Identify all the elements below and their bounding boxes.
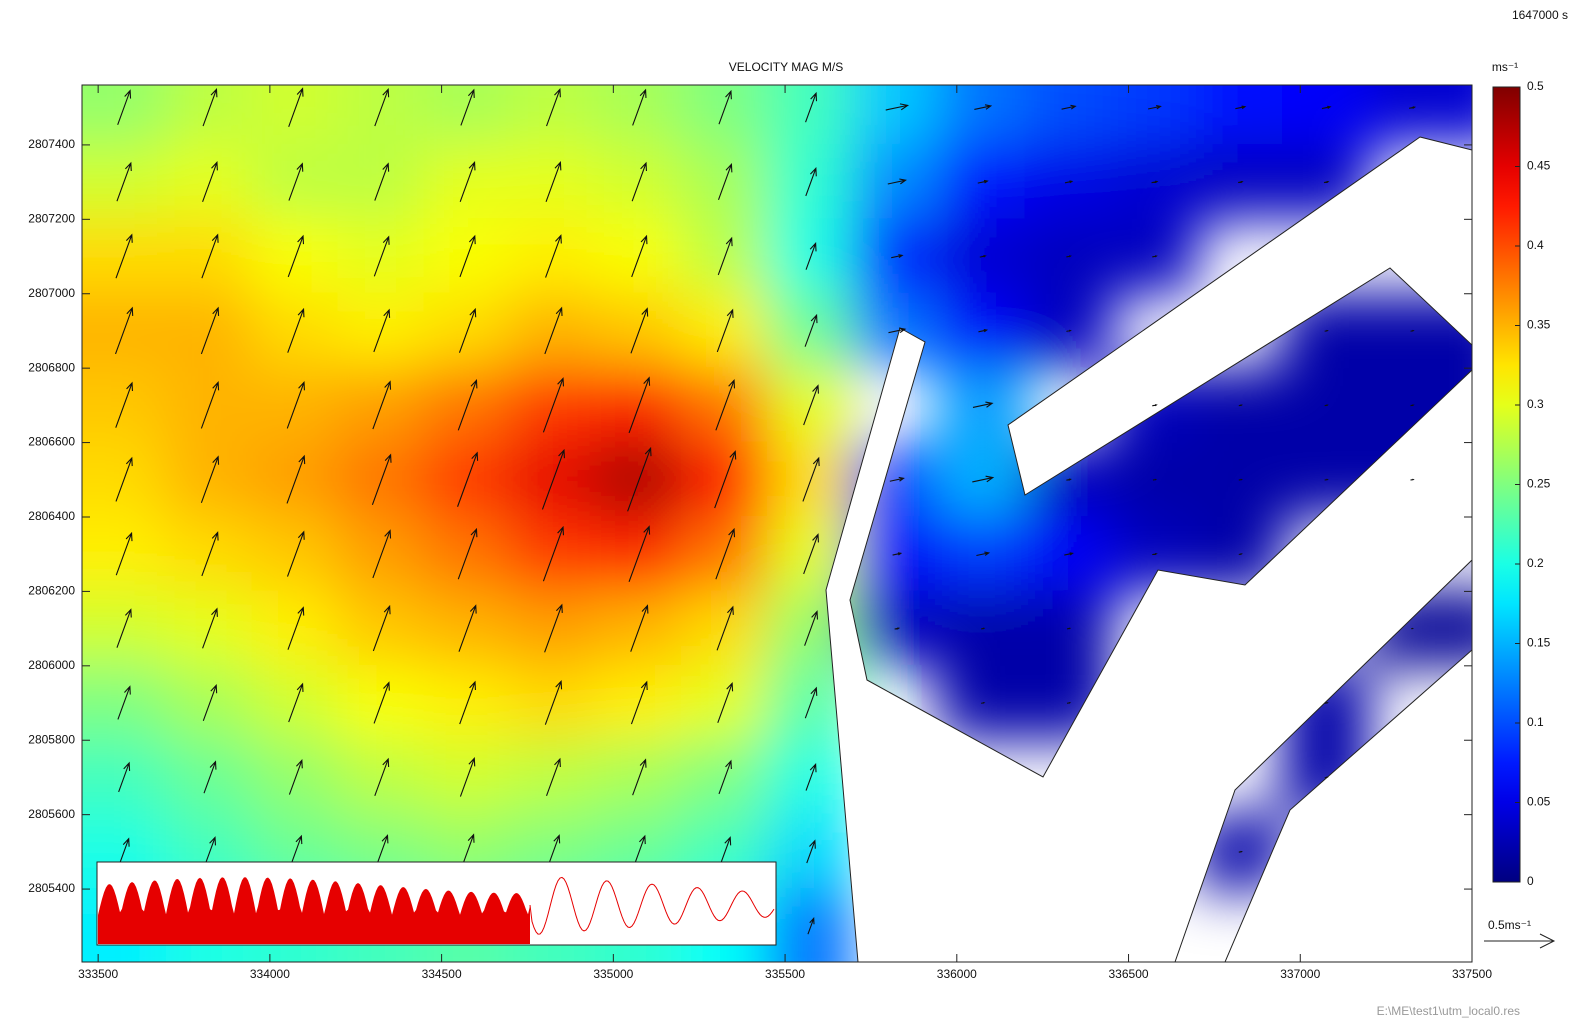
x-tick-label: 335500 bbox=[765, 967, 805, 981]
colorbar-label: ms⁻¹ bbox=[1492, 60, 1518, 74]
x-tick-label: 335000 bbox=[593, 967, 633, 981]
time-label: 1647000 s bbox=[1512, 8, 1568, 22]
x-tick-label: 333500 bbox=[78, 967, 118, 981]
y-tick-label: 2806400 bbox=[28, 509, 75, 523]
field-cell bbox=[20, 367, 168, 443]
field-cell bbox=[20, 144, 168, 220]
y-tick-label: 2806800 bbox=[28, 360, 75, 374]
y-tick-label: 2807000 bbox=[28, 286, 75, 300]
colorbar-tick-label: 0.05 bbox=[1527, 795, 1551, 809]
field-cell bbox=[20, 293, 168, 369]
field-cell bbox=[166, 9, 254, 145]
field-cell bbox=[20, 590, 168, 666]
field-cell bbox=[20, 665, 168, 741]
y-tick-label: 2806200 bbox=[28, 584, 75, 598]
x-tick-label: 336500 bbox=[1109, 967, 1149, 981]
y-tick-label: 2806000 bbox=[28, 658, 75, 672]
field-cell bbox=[509, 9, 597, 145]
field-cell bbox=[853, 9, 941, 145]
y-tick-label: 2805600 bbox=[28, 807, 75, 821]
vector-scale-label: 0.5ms⁻¹ bbox=[1488, 918, 1531, 932]
field-cell bbox=[338, 9, 426, 145]
vector-scale-arrow bbox=[1484, 934, 1554, 948]
field-cell bbox=[767, 888, 855, 1024]
field-cell bbox=[252, 9, 340, 145]
y-tick-label: 2806600 bbox=[28, 435, 75, 449]
colorbar-tick-label: 0.35 bbox=[1527, 318, 1551, 332]
page: 333500 334000 334500 335000 335500 336000 3365… bbox=[0, 0, 1579, 1027]
y-tick-label: 2805400 bbox=[28, 881, 75, 895]
field-cell bbox=[1196, 9, 1284, 145]
x-tick-label: 334000 bbox=[250, 967, 290, 981]
chart-title: VELOCITY MAG M/S bbox=[729, 60, 843, 74]
tide-inset bbox=[97, 862, 776, 945]
colorbar-tick-label: 0.4 bbox=[1527, 238, 1544, 252]
y-tick-label: 2807400 bbox=[28, 137, 75, 151]
colorbar-tick-label: 0.25 bbox=[1527, 477, 1551, 491]
file-label: E:\ME\test1\utm_local0.res bbox=[1377, 1004, 1520, 1018]
y-tick-label: 2807200 bbox=[28, 211, 75, 225]
field-cell bbox=[20, 9, 168, 145]
x-tick-label: 336000 bbox=[937, 967, 977, 981]
colorbar-tick-label: 0.45 bbox=[1527, 159, 1551, 173]
colorbar-tick-label: 0.1 bbox=[1527, 715, 1544, 729]
colorbar-tick-label: 0.15 bbox=[1527, 636, 1551, 650]
chart: 333500 334000 334500 335000 335500 336000 3365… bbox=[0, 0, 1579, 1027]
field-cell bbox=[20, 739, 168, 815]
field-cell bbox=[595, 9, 683, 145]
field-cell bbox=[20, 442, 168, 518]
x-tick-label: 337500 bbox=[1452, 967, 1492, 981]
field-cell bbox=[423, 9, 511, 145]
colorbar-tick-label: 0.5 bbox=[1527, 79, 1544, 93]
field-cell bbox=[767, 9, 855, 145]
field-cell bbox=[1282, 9, 1370, 145]
field-cell bbox=[20, 218, 168, 294]
x-tick-label: 334500 bbox=[422, 967, 462, 981]
field-cell bbox=[20, 516, 168, 592]
field-cell bbox=[1110, 9, 1198, 145]
colorbar-tick-label: 0.2 bbox=[1527, 556, 1544, 570]
colorbar-tick-label: 0.3 bbox=[1527, 397, 1544, 411]
field-cell bbox=[1024, 9, 1112, 145]
field-cell bbox=[939, 9, 1027, 145]
field-cell bbox=[681, 9, 769, 145]
y-tick-label: 2805800 bbox=[28, 732, 75, 746]
x-tick-label: 337000 bbox=[1280, 967, 1320, 981]
colorbar-tick-label: 0 bbox=[1527, 874, 1534, 888]
